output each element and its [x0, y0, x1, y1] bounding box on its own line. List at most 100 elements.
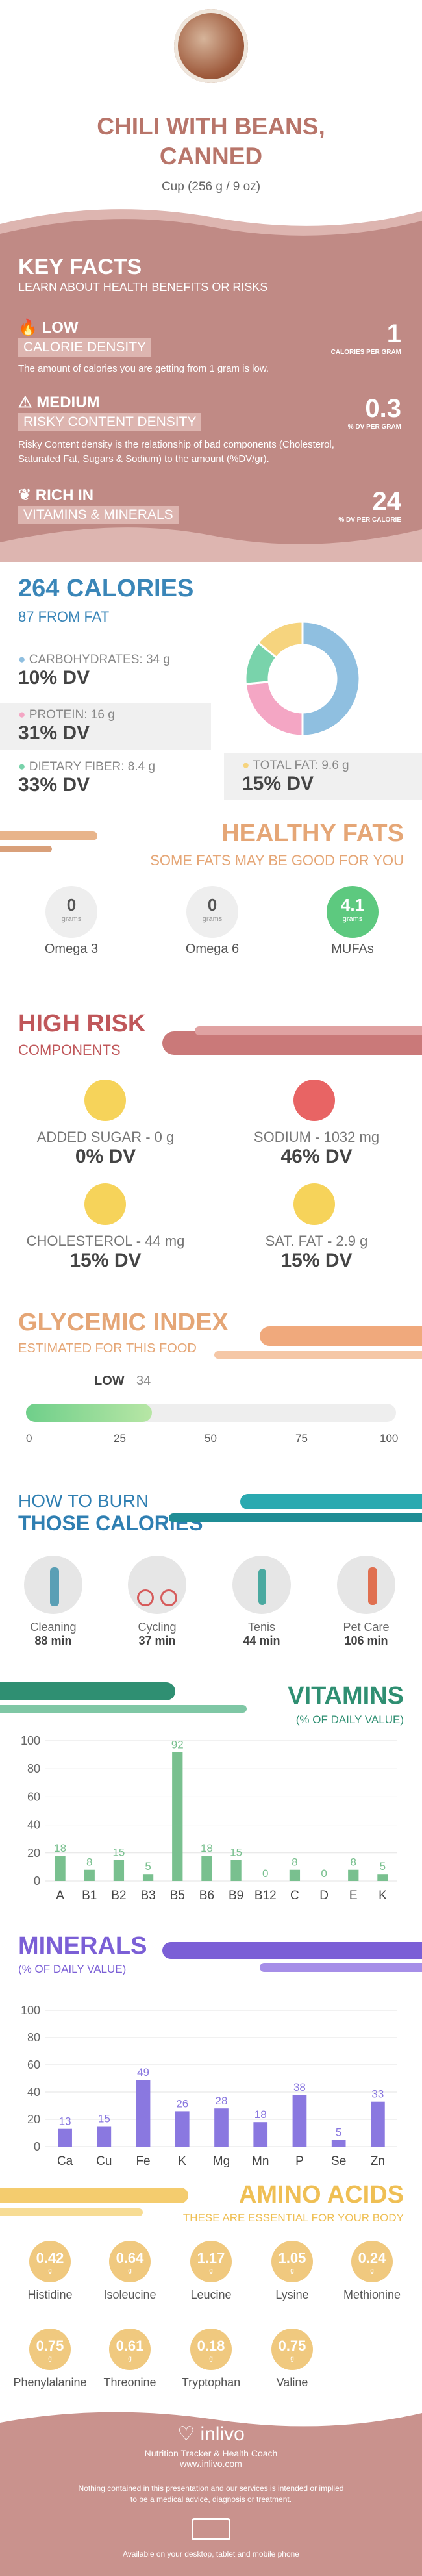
- key-facts-background: [0, 209, 422, 562]
- amino-unit: g: [48, 2355, 52, 2362]
- high-risk-stroke: [162, 1031, 422, 1055]
- bar-value-label: 5: [380, 1860, 386, 1873]
- vitamins-stroke: [0, 1682, 175, 1700]
- macro-dv: 33% DV: [18, 774, 90, 796]
- glycemic-stroke-2: [214, 1351, 422, 1359]
- x-tick-label: B12: [254, 1889, 277, 1902]
- burn-pet-care: Pet Care 106 min: [327, 1556, 405, 1648]
- density-unit: CALORIES PER GRAM: [330, 349, 401, 356]
- fat-unit: grams: [61, 915, 82, 923]
- risk-added-sugar: ADDED SUGAR - 0 g 0% DV: [0, 1129, 211, 1168]
- x-tick-label: B5: [170, 1889, 185, 1902]
- risky-desc: Risky Content density is the relationshi…: [18, 439, 334, 464]
- x-tick-label: Cu: [96, 2154, 112, 2168]
- burn-cleaning: Cleaning 88 min: [14, 1556, 92, 1648]
- burn-minutes: 44 min: [243, 1634, 280, 1647]
- leaf-icon-label: ❦ RICH IN: [18, 486, 94, 504]
- x-tick-label: B1: [82, 1889, 97, 1902]
- neutral-face-icon: [293, 1183, 335, 1225]
- amino-leucine-circle: 1.17 g: [190, 2241, 232, 2282]
- y-tick-label: 40: [27, 1819, 40, 1832]
- bar-Mg: [214, 2108, 229, 2147]
- amino-isoleucine-circle: 0.64 g: [109, 2241, 151, 2282]
- warning-icon-label: ⚠ MEDIUM: [18, 394, 100, 411]
- fat-value: 0: [66, 895, 77, 915]
- glycemic-tick-100: 100: [380, 1432, 399, 1445]
- burn-tenis: Tenis 44 min: [223, 1556, 301, 1648]
- density-label: CALORIE DENSITY: [18, 338, 152, 357]
- x-tick-label: B3: [140, 1889, 155, 1902]
- available-text: Available on your desktop, tablet and mo…: [123, 2549, 299, 2558]
- heart-icon: ♡: [177, 2423, 195, 2445]
- macro-carbs: ● CARBOHYDRATES: 34 g 10% DV: [18, 653, 213, 696]
- glycemic-subtitle: ESTIMATED FOR THIS FOOD: [18, 1341, 197, 1356]
- high-risk-subtitle: COMPONENTS: [18, 1042, 121, 1058]
- burn-stroke: [240, 1494, 422, 1509]
- fat-unit: grams: [342, 915, 363, 923]
- x-tick-label: B6: [199, 1889, 214, 1902]
- vitamins-stroke-2: [0, 1705, 247, 1713]
- bar-value-label: 18: [254, 2108, 267, 2121]
- page-title: CHILI WITH BEANS, CANNED: [97, 113, 325, 170]
- amino-unit: g: [209, 2267, 213, 2275]
- brand-name: inlivo: [200, 2423, 245, 2445]
- bar-B9: [230, 1860, 242, 1881]
- smile-face-icon: [84, 1080, 126, 1121]
- glycemic-stroke: [260, 1326, 422, 1346]
- risk-cholesterol: CHOLESTEROL - 44 mg 15% DV: [0, 1233, 211, 1272]
- bar-K: [377, 1874, 388, 1881]
- bar-B1: [84, 1869, 95, 1881]
- density-level: LOW: [42, 319, 79, 336]
- y-tick-label: 60: [27, 1790, 40, 1803]
- minerals-chart: 0 20 40 60 80 100 13 Ca 15 Cu 49 Fe 26 K 28 Mg 18 Mn 38 P 5 S…: [21, 2004, 397, 2168]
- amino-label: Threonine: [103, 2376, 156, 2389]
- vitamins-title: VITAMINS: [288, 1682, 404, 1710]
- amino-label: Valine: [276, 2376, 308, 2389]
- amino-unit: g: [48, 2267, 52, 2275]
- glycemic-tick-25: 25: [114, 1432, 126, 1445]
- healthy-fats-subtitle: SOME FATS MAY BE GOOD FOR YOU: [150, 852, 404, 868]
- amino-unit: g: [128, 2355, 132, 2362]
- bar-value-label: 49: [137, 2066, 149, 2078]
- brand-tagline: Nutrition Tracker & Health Coach: [144, 2448, 278, 2458]
- glycemic-tick-75: 75: [295, 1432, 308, 1445]
- risk-dv: 15% DV: [280, 1250, 353, 1271]
- y-tick-label: 80: [27, 1762, 40, 1775]
- risk-label: SODIUM - 1032 mg: [253, 1129, 380, 1145]
- burn-minutes: 88 min: [34, 1634, 72, 1647]
- amino-threonine-circle: 0.61 g: [109, 2329, 151, 2370]
- bar-value-label: 0: [321, 1867, 327, 1880]
- bar-value-label: 33: [371, 2088, 384, 2101]
- healthy-fats-left-stroke-2: [0, 846, 52, 852]
- y-tick-label: 0: [34, 2140, 40, 2153]
- density-value: 1: [386, 320, 401, 348]
- bar-P: [292, 2095, 307, 2147]
- burn-title-1: HOW TO BURN: [18, 1491, 149, 1511]
- bar-Cu: [97, 2126, 112, 2147]
- brand-logo[interactable]: ♡ inlivo: [0, 2423, 422, 2445]
- fat-value: 4.1: [340, 895, 365, 915]
- amino-value: 1.17: [197, 2250, 225, 2266]
- fat-value: 0: [207, 895, 217, 915]
- neutral-face-icon: [84, 1183, 126, 1225]
- y-tick-label: 80: [27, 2031, 40, 2044]
- y-tick-label: 40: [27, 2086, 40, 2099]
- minerals-title: MINERALS: [18, 1932, 147, 1960]
- key-facts-title: KEY FACTS: [18, 255, 142, 279]
- bar-Zn: [371, 2101, 385, 2147]
- rich-value: 24: [372, 487, 402, 516]
- bar-value-label: 8: [86, 1856, 92, 1869]
- bar-Fe: [136, 2080, 151, 2147]
- brand-url[interactable]: www.inlivo.com: [180, 2458, 242, 2469]
- macro-label: TOTAL FAT: 9.6 g: [253, 759, 349, 772]
- glycemic-value: 34: [136, 1374, 151, 1388]
- healthy-fats-left-stroke: [0, 831, 97, 840]
- bar-value-label: 26: [176, 2097, 188, 2110]
- burn-stroke-2: [169, 1513, 422, 1522]
- donut-slice-0: [301, 620, 361, 737]
- amino-value: 0.61: [116, 2338, 144, 2354]
- dot-icon: ●: [242, 759, 250, 772]
- burn-activity: Cycling: [138, 1621, 177, 1634]
- bar-value-label: 15: [98, 2113, 110, 2125]
- amino-histidine-circle: 0.42 g: [29, 2241, 71, 2282]
